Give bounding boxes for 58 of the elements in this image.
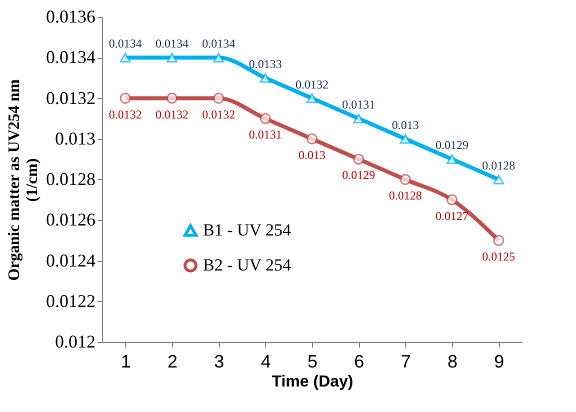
- point: [306, 93, 318, 104]
- point: [493, 234, 504, 246]
- data-label: 0.0132: [296, 77, 328, 92]
- x-tick-label: 3: [214, 352, 224, 372]
- point: [353, 154, 364, 165]
- point: [306, 133, 318, 144]
- y-tick-label: 0.0122: [46, 290, 96, 311]
- point: [260, 73, 271, 83]
- point: [493, 174, 504, 184]
- y-tick-label: 0.0126: [46, 210, 96, 230]
- data-label: 0.0132: [202, 107, 236, 122]
- data-label: 0.0127: [436, 208, 468, 223]
- x-tick-label: 1: [120, 352, 131, 372]
- point: [446, 194, 458, 206]
- data-label: 0.0129: [436, 138, 468, 152]
- x-tick-label: 8: [447, 352, 458, 372]
- point: [120, 92, 131, 104]
- point: [353, 114, 364, 124]
- x-axis-title: Time (Day): [272, 374, 354, 390]
- data-label: 0.0132: [108, 107, 142, 122]
- legend-label: B2 - UV 254: [203, 256, 292, 274]
- y-axis-title: Organic matter as UV254 nm (1/cm): [6, 78, 41, 281]
- x-tick-label: 6: [354, 352, 364, 372]
- point: [446, 154, 458, 164]
- point: [400, 174, 411, 185]
- y-tick-label: 0.0136: [46, 6, 96, 26]
- point: [213, 52, 224, 62]
- y-tick-label: 0.013: [55, 128, 96, 148]
- point: [120, 52, 131, 62]
- data-label: 0.0132: [156, 107, 188, 122]
- x-tick-label: 9: [494, 352, 504, 372]
- point: [166, 52, 178, 62]
- point: [260, 113, 271, 124]
- x-tick-label: 7: [400, 352, 411, 372]
- data-label: 0.0134: [108, 36, 142, 51]
- x-tick-label: 5: [307, 352, 318, 372]
- data-label: 0.0131: [248, 128, 282, 142]
- y-tick-label: 0.0132: [46, 88, 96, 108]
- point: [400, 134, 411, 144]
- data-label: 0.0134: [156, 36, 188, 51]
- data-label: 0.0125: [482, 249, 516, 264]
- data-label: 0.013: [298, 148, 326, 162]
- data-label: 0.0129: [342, 168, 376, 182]
- y-tick-label: 0.0128: [46, 169, 96, 189]
- point: [213, 92, 224, 104]
- y-tick-label: 0.0124: [46, 250, 96, 270]
- data-label: 0.0128: [388, 188, 422, 202]
- legend-label: B1 - UV 254: [203, 220, 292, 240]
- point: [166, 92, 178, 104]
- x-tick-label: 4: [260, 352, 271, 372]
- data-label: 0.0131: [342, 98, 376, 112]
- x-tick-label: 2: [167, 352, 178, 372]
- data-label: 0.0128: [482, 158, 516, 172]
- data-label: 0.0133: [248, 56, 282, 71]
- y-tick-label: 0.0134: [46, 47, 96, 68]
- y-tick-label: 0.012: [55, 332, 96, 352]
- data-label: 0.0134: [202, 36, 236, 51]
- data-label: 0.013: [392, 118, 419, 132]
